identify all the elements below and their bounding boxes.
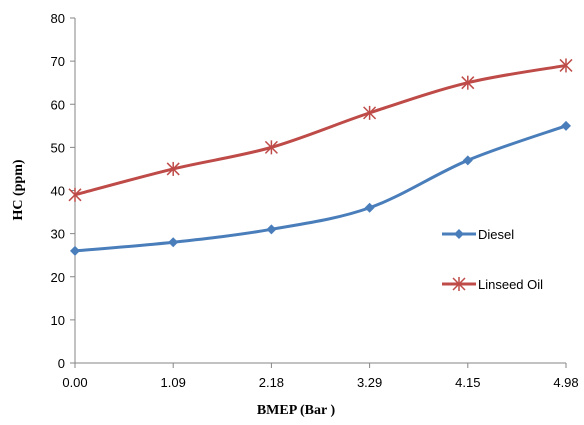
legend-marker-linseed-oil — [452, 277, 466, 291]
y-tick-label: 20 — [51, 270, 65, 285]
y-tick-label: 0 — [58, 356, 65, 371]
linseed-oil-point — [68, 187, 82, 202]
x-ticks: 0.00 1.09 2.18 3.29 4.15 4.98 — [62, 363, 579, 390]
diesel-point — [561, 120, 571, 131]
y-tick-label: 60 — [51, 97, 65, 112]
y-tick-label: 40 — [51, 184, 65, 199]
linseed-oil-point — [559, 58, 573, 73]
y-tick-label: 10 — [51, 313, 65, 328]
legend-marker-diesel — [454, 229, 464, 239]
diesel-point — [168, 237, 179, 248]
y-ticks: 0 10 20 30 40 50 60 70 80 — [51, 11, 75, 371]
y-tick-label: 70 — [51, 54, 65, 69]
legend-label-linseed-oil: Linseed Oil — [478, 277, 543, 292]
x-tick-label: 4.15 — [455, 375, 480, 390]
y-tick-label: 30 — [51, 227, 65, 242]
y-tick-label: 50 — [51, 140, 65, 155]
diesel-point — [364, 202, 375, 213]
diesel-point — [266, 224, 277, 235]
linseed-oil-series-line — [74, 63, 567, 197]
linseed-oil-point — [363, 105, 377, 120]
x-tick-label: 4.98 — [553, 375, 578, 390]
x-tick-label: 2.18 — [259, 375, 284, 390]
x-axis-title: BMEP (Bar ) — [257, 403, 336, 418]
y-axis-title: HC (ppm) — [11, 159, 26, 220]
diesel-point — [462, 155, 473, 166]
x-tick-label: 1.09 — [161, 375, 186, 390]
legend: Diesel Linseed Oil — [442, 227, 543, 292]
series-layer — [68, 58, 573, 256]
legend-label-diesel: Diesel — [478, 227, 514, 242]
diesel-series-line — [74, 124, 567, 253]
linseed-oil-point — [264, 140, 278, 155]
y-tick-label: 80 — [51, 11, 65, 26]
linseed-oil-point — [166, 161, 180, 176]
linseed-oil-point — [461, 75, 475, 90]
axes — [74, 18, 566, 364]
diesel-point — [70, 245, 80, 256]
x-tick-label: 0.00 — [62, 375, 87, 390]
x-tick-label: 3.29 — [357, 375, 382, 390]
